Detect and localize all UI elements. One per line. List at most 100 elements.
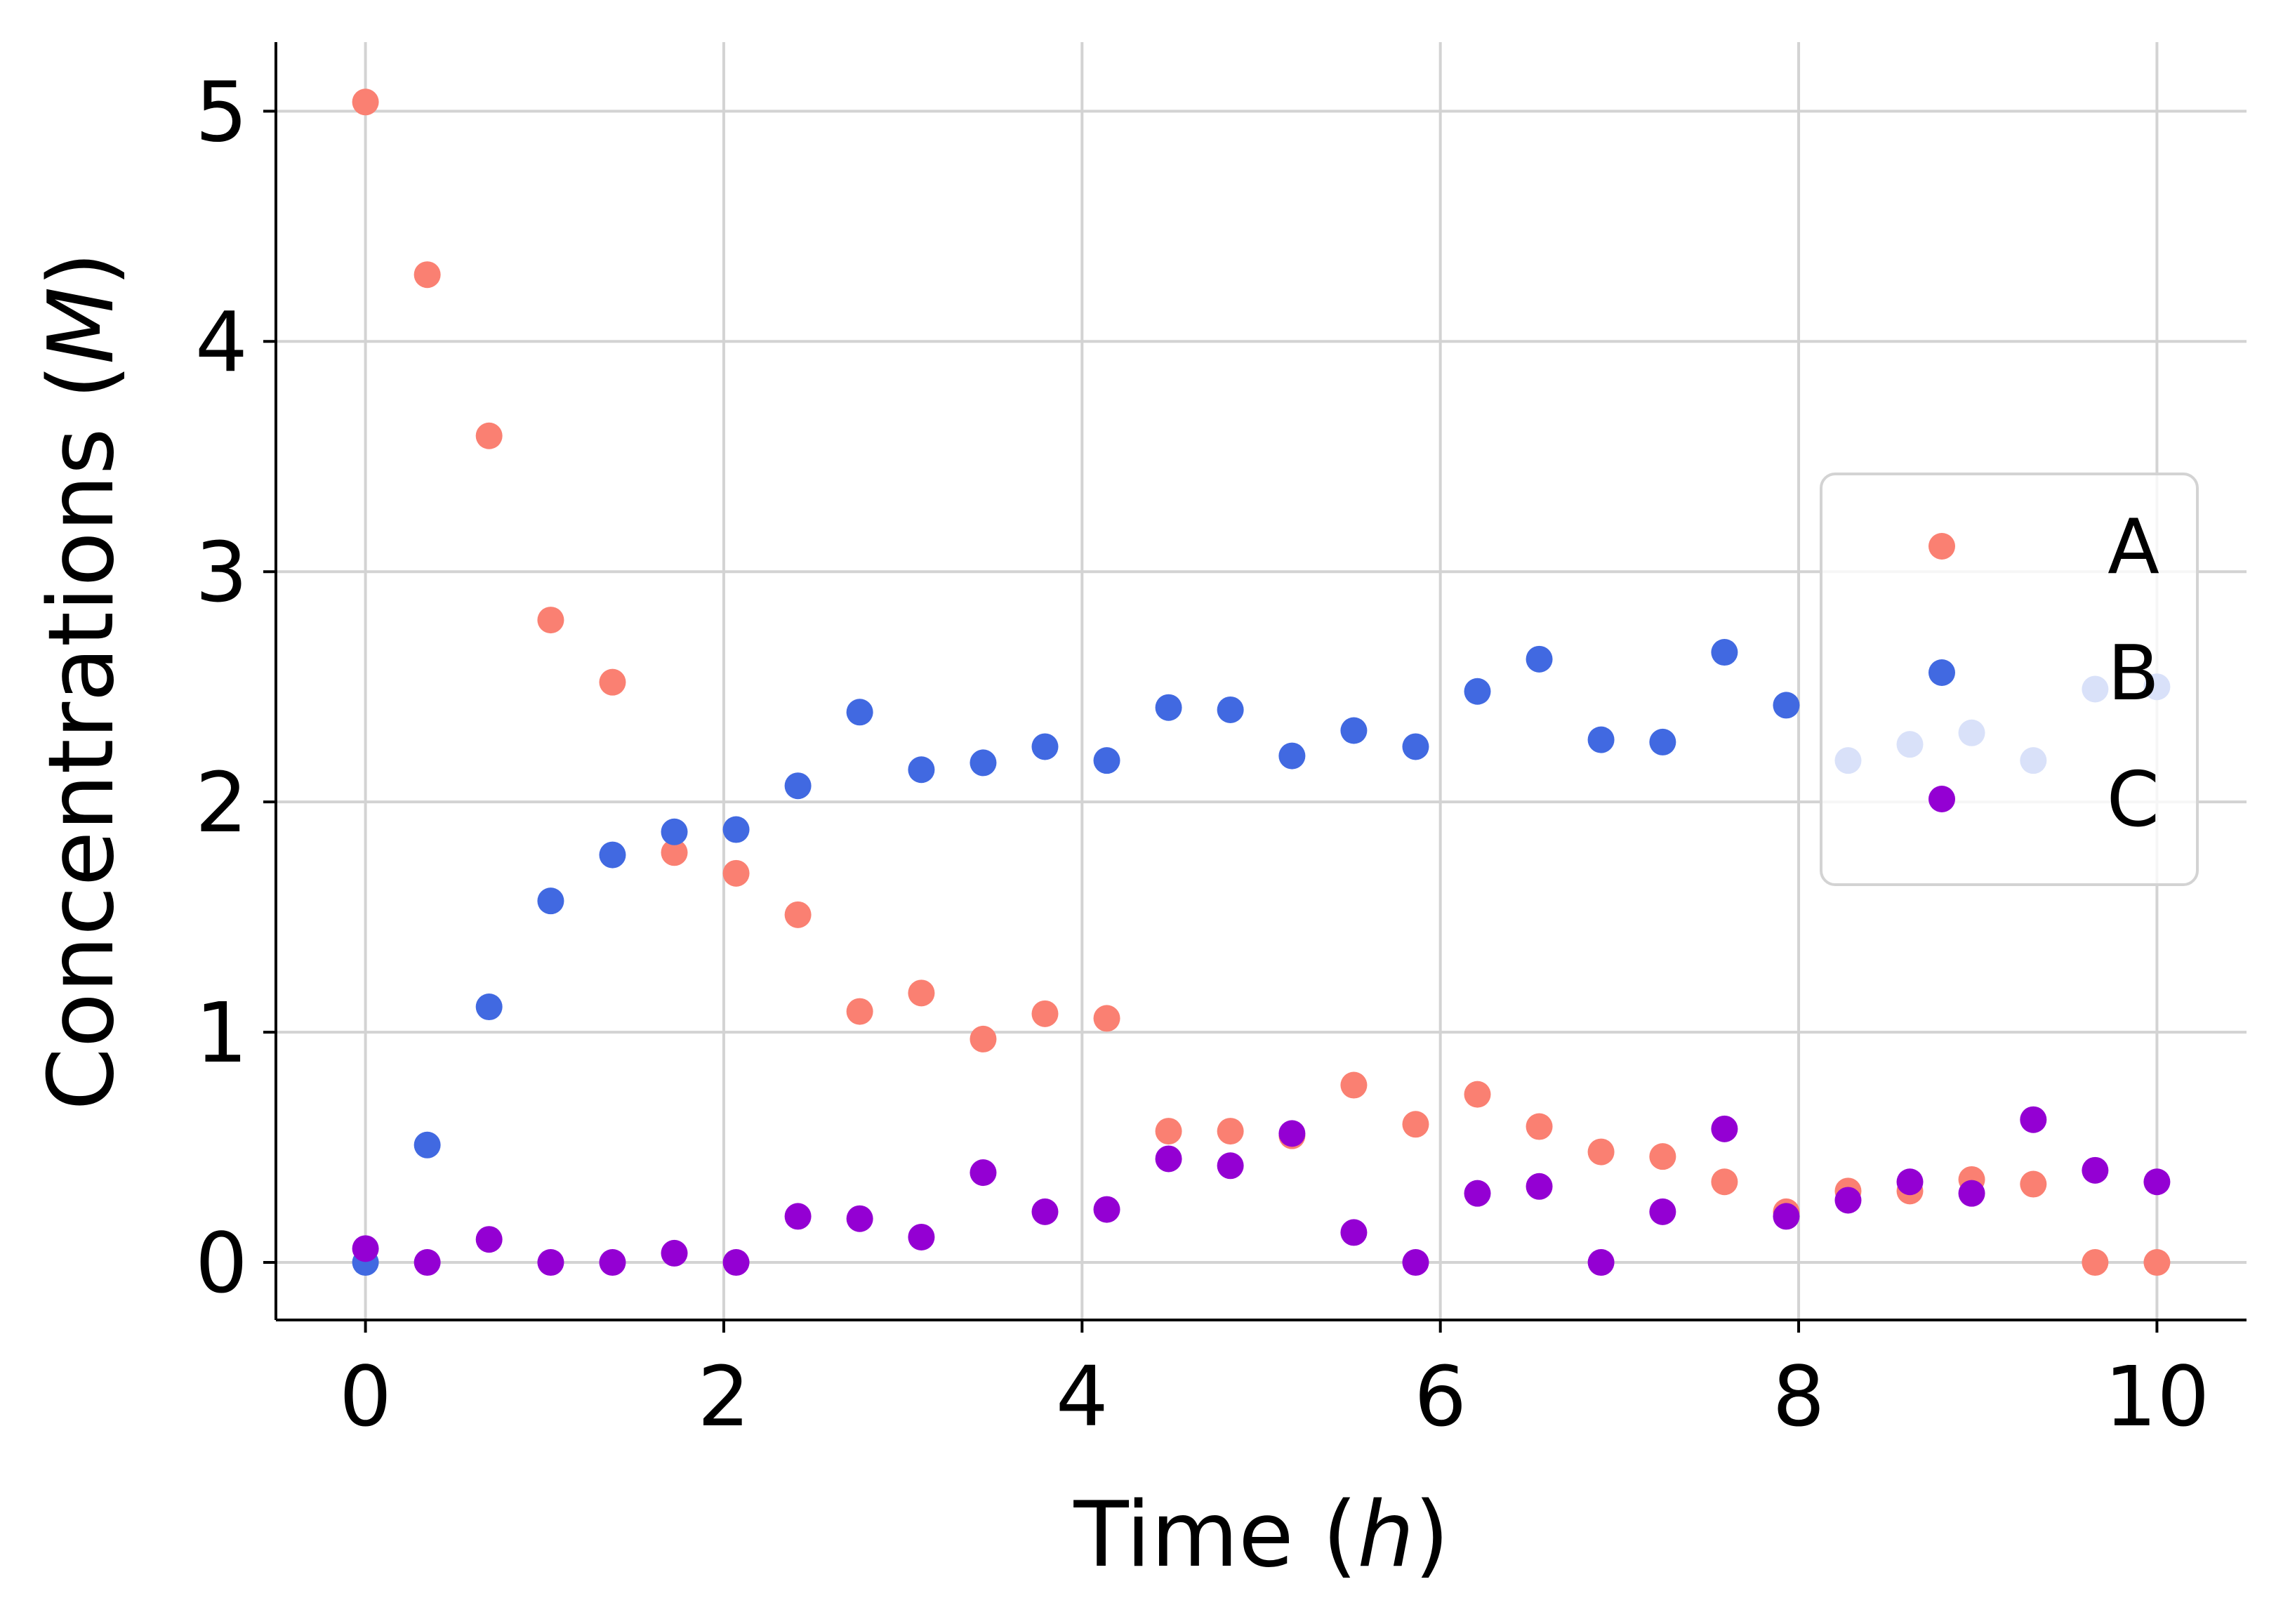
- point-a: [599, 668, 626, 696]
- point-a: [1587, 1138, 1615, 1166]
- series-c: [352, 1106, 2171, 1276]
- y-tick-label: 5: [195, 63, 248, 160]
- point-c: [1587, 1249, 1615, 1276]
- point-b: [1340, 717, 1368, 744]
- point-c: [1649, 1198, 1676, 1225]
- point-a: [661, 839, 688, 866]
- legend: ABC: [1820, 473, 2199, 886]
- point-a: [2020, 1170, 2047, 1198]
- point-b: [1031, 733, 1059, 760]
- point-a: [2082, 1249, 2109, 1276]
- point-b: [1402, 733, 1429, 760]
- point-c: [475, 1226, 503, 1253]
- point-b: [1464, 678, 1491, 705]
- point-c: [537, 1249, 564, 1276]
- point-b: [722, 816, 750, 843]
- point-a: [784, 901, 812, 928]
- point-a: [908, 979, 935, 1007]
- legend-box: [1820, 473, 2199, 886]
- point-b: [970, 749, 997, 777]
- point-b: [1711, 639, 1738, 666]
- point-a: [1464, 1081, 1491, 1108]
- point-c: [1217, 1152, 1244, 1180]
- legend-label-b: B: [2108, 630, 2159, 718]
- point-c: [599, 1249, 626, 1276]
- legend-label-a: A: [2108, 503, 2159, 591]
- point-a: [846, 998, 873, 1025]
- point-a: [1402, 1111, 1429, 1138]
- point-a: [352, 88, 379, 116]
- y-tick-label: 1: [195, 984, 248, 1081]
- point-c: [1711, 1115, 1738, 1142]
- point-b: [1649, 728, 1676, 755]
- point-c: [1402, 1249, 1429, 1276]
- x-tick-label: 0: [339, 1348, 392, 1445]
- point-b: [1093, 747, 1120, 774]
- point-b: [413, 1131, 441, 1158]
- y-axis-label: Concentrations (M): [29, 251, 134, 1110]
- point-c: [970, 1159, 997, 1187]
- point-a: [1031, 1000, 1059, 1027]
- point-b: [599, 841, 626, 869]
- point-a: [1155, 1118, 1182, 1145]
- point-c: [1031, 1198, 1059, 1225]
- point-a: [1526, 1113, 1553, 1140]
- point-c: [1958, 1180, 1985, 1207]
- point-b: [661, 818, 688, 845]
- point-c: [2020, 1106, 2047, 1133]
- legend-marker-c: [1928, 786, 1955, 812]
- y-tick-label: 0: [195, 1215, 248, 1312]
- point-b: [908, 756, 935, 784]
- point-a: [722, 859, 750, 887]
- point-a: [413, 261, 441, 289]
- point-c: [1155, 1145, 1182, 1173]
- point-a: [1649, 1143, 1676, 1170]
- point-c: [661, 1239, 688, 1267]
- point-b: [1773, 692, 1800, 719]
- legend-marker-a: [1928, 533, 1955, 560]
- y-tick-label: 4: [195, 293, 248, 390]
- point-a: [475, 422, 503, 449]
- point-c: [846, 1205, 873, 1232]
- y-tick-label: 2: [195, 754, 248, 851]
- x-axis-label: Time (h): [1073, 1483, 1450, 1587]
- x-tick-label: 2: [697, 1348, 750, 1445]
- point-c: [2143, 1168, 2171, 1196]
- x-tick-label: 4: [1056, 1348, 1109, 1445]
- point-c: [1773, 1203, 1800, 1230]
- point-b: [1155, 694, 1182, 721]
- point-b: [1587, 726, 1615, 753]
- point-b: [784, 772, 812, 800]
- point-b: [537, 887, 564, 915]
- point-b: [1278, 742, 1306, 770]
- point-a: [1093, 1005, 1120, 1032]
- point-c: [1278, 1120, 1306, 1147]
- point-c: [1834, 1187, 1862, 1214]
- point-c: [722, 1249, 750, 1276]
- legend-label-c: C: [2107, 756, 2159, 844]
- axes: [274, 42, 2247, 1321]
- point-a: [1217, 1118, 1244, 1145]
- legend-marker-b: [1928, 659, 1955, 686]
- y-tick-label: 3: [195, 524, 248, 621]
- point-b: [1217, 696, 1244, 723]
- x-tick-label: 6: [1414, 1348, 1467, 1445]
- x-tick-label: 10: [2104, 1348, 2209, 1445]
- point-c: [908, 1223, 935, 1250]
- point-b: [475, 993, 503, 1021]
- point-c: [2082, 1156, 2109, 1184]
- point-a: [1711, 1168, 1738, 1196]
- point-c: [1896, 1168, 1924, 1196]
- point-c: [784, 1203, 812, 1230]
- point-a: [537, 607, 564, 634]
- ticks: 0 2 4 6 8 10 0 1 2 3 4 5: [195, 63, 2210, 1445]
- point-a: [2143, 1249, 2171, 1276]
- point-b: [846, 699, 873, 726]
- point-b: [1526, 645, 1553, 673]
- point-c: [413, 1249, 441, 1276]
- point-a: [1340, 1071, 1368, 1099]
- data-points: [352, 88, 2171, 1276]
- point-c: [1526, 1173, 1553, 1200]
- point-c: [352, 1235, 379, 1262]
